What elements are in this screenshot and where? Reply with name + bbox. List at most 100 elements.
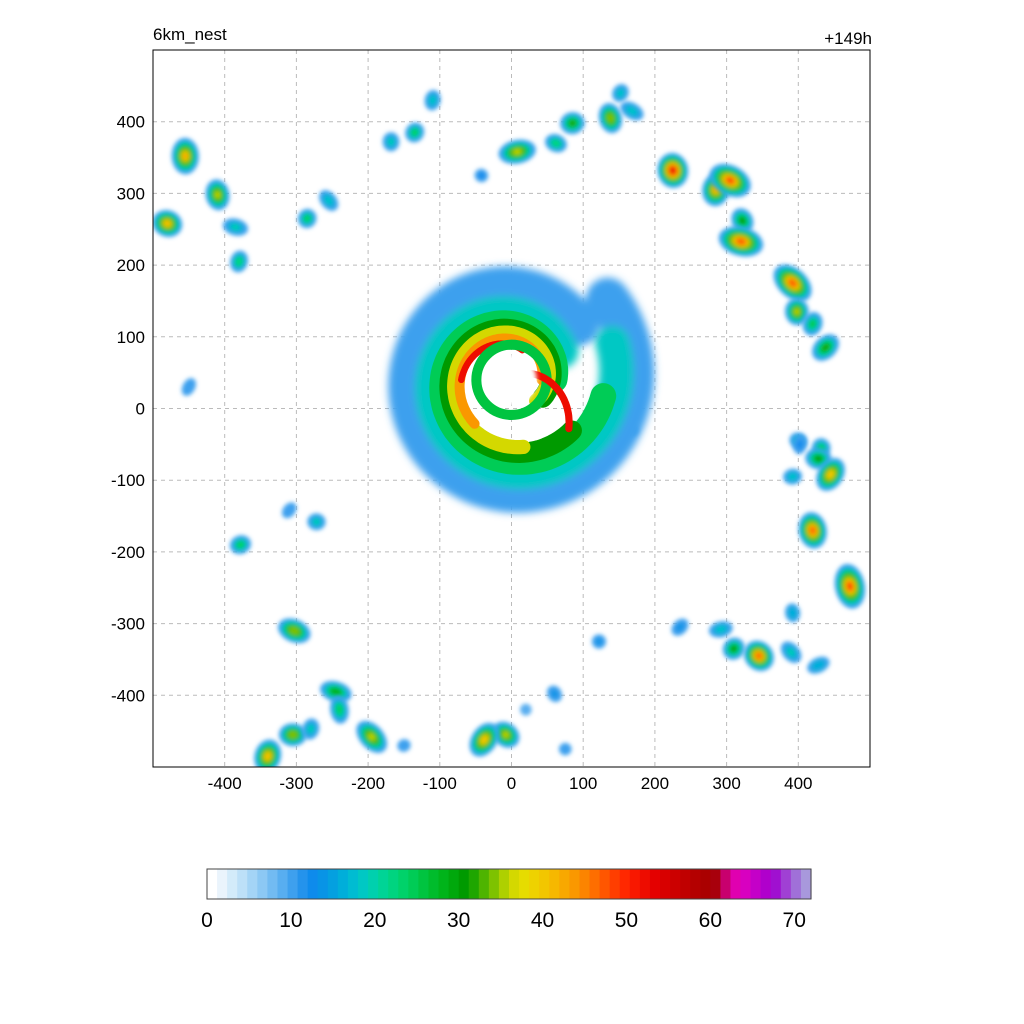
colorbar-ticks: 0 10 20 30 40 50 60 70: [201, 909, 806, 932]
echo-cell-29: [816, 457, 845, 491]
echo-cell-45: [278, 723, 307, 747]
echo-cell-43: [469, 722, 500, 757]
echo-cell-15: [612, 84, 629, 102]
echo-cell-40: [591, 634, 607, 649]
x-tick-label-1: -300: [279, 774, 313, 793]
colorbar-tick-label-3: 30: [447, 909, 470, 932]
echo-cell-44: [356, 720, 388, 753]
colorbar-tick-label-0: 0: [201, 909, 213, 932]
echo-cell-21: [718, 226, 764, 257]
colorbar-swatch-44: [649, 869, 661, 899]
x-tick-label-5: 100: [569, 774, 597, 793]
x-tick-label-7: 300: [712, 774, 740, 793]
echo-cell-52: [307, 513, 326, 531]
echo-cell-30: [783, 468, 803, 485]
y-tick-label-6: -200: [111, 543, 145, 562]
echo-cell-60: [520, 703, 532, 716]
y-tick-label-2: 200: [117, 256, 145, 275]
colorbar: 0 10 20 30 40 50 60 70: [201, 868, 812, 932]
colorbar-swatch-8: [287, 869, 299, 899]
chart-title-left: 6km_nest: [153, 25, 227, 44]
colorbar-swatch-26: [468, 869, 480, 899]
echo-cell-12: [545, 134, 567, 153]
echo-cell-5: [319, 190, 339, 211]
colorbar-swatch-21: [418, 869, 430, 899]
colorbar-swatch-9: [297, 869, 309, 899]
echo-cell-11: [498, 139, 536, 165]
colorbar-swatch-46: [670, 869, 681, 899]
echo-cell-35: [722, 637, 745, 660]
colorbar-swatch-51: [720, 869, 732, 899]
y-tick-label-0: 400: [117, 113, 145, 132]
colorbar-swatch-12: [327, 869, 339, 899]
colorbar-swatch-7: [277, 869, 289, 899]
colorbar-tick-label-4: 40: [531, 909, 554, 932]
colorbar-swatch-35: [559, 869, 570, 899]
echo-cell-24: [802, 312, 823, 336]
echo-cell-1: [153, 210, 183, 238]
echo-cell-8: [405, 122, 425, 143]
colorbar-swatch-25: [458, 869, 470, 899]
colorbar-swatches: [207, 869, 812, 899]
colorbar-swatch-2: [227, 869, 238, 899]
echo-cell-47: [320, 680, 352, 703]
colorbar-swatch-11: [317, 869, 329, 899]
colorbar-swatch-27: [478, 869, 490, 899]
y-axis-ticks: 400 300 200 100 0 -100 -200 -300 -400: [111, 113, 145, 706]
colorbar-swatch-52: [730, 869, 742, 899]
colorbar-swatch-36: [569, 869, 581, 899]
echo-cell-10: [474, 168, 489, 183]
echo-cell-25: [812, 334, 840, 361]
colorbar-swatch-43: [639, 869, 651, 899]
colorbar-swatch-14: [347, 869, 359, 899]
echo-cell-32: [834, 564, 866, 609]
colorbar-swatch-16: [368, 869, 379, 899]
colorbar-swatch-18: [388, 869, 399, 899]
colorbar-swatch-13: [337, 869, 349, 899]
chart-title-right: +149h: [824, 29, 872, 48]
x-tick-label-3: -100: [423, 774, 457, 793]
x-tick-label-6: 200: [641, 774, 669, 793]
intense-band: [527, 370, 573, 433]
echo-cell-51: [229, 535, 252, 555]
echo-cell-19: [709, 163, 751, 198]
echo-cell-41: [546, 685, 563, 703]
colorbar-swatch-29: [498, 869, 510, 899]
echo-cell-33: [784, 603, 801, 623]
echo-cell-50: [277, 618, 311, 644]
colorbar-swatch-28: [488, 869, 500, 899]
colorbar-swatch-48: [690, 869, 701, 899]
echo-cell-31: [798, 512, 827, 549]
y-tick-label-4: 0: [136, 400, 145, 419]
colorbar-swatch-53: [740, 869, 752, 899]
echo-cell-37: [807, 656, 830, 674]
colorbar-swatch-42: [629, 869, 641, 899]
colorbar-swatch-0: [207, 869, 218, 899]
colorbar-swatch-15: [358, 869, 369, 899]
echo-cell-59: [397, 739, 411, 752]
echo-cell-0: [171, 137, 199, 175]
colorbar-swatch-4: [247, 869, 258, 899]
colorbar-swatch-6: [267, 869, 279, 899]
echo-cell-38: [708, 621, 733, 638]
colorbar-swatch-38: [589, 869, 601, 899]
colorbar-swatch-32: [529, 869, 540, 899]
x-tick-label-0: -400: [208, 774, 242, 793]
colorbar-swatch-57: [780, 869, 792, 899]
colorbar-swatch-47: [680, 869, 691, 899]
plot-area: -400 -300 -200 -100 0 100 200 300 400 400 300 200 1…: [111, 49, 871, 793]
colorbar-swatch-5: [257, 869, 268, 899]
echo-cell-14: [598, 103, 623, 134]
echo-cell-3: [222, 218, 249, 236]
x-tick-label-4: 0: [507, 774, 516, 793]
y-tick-label-5: -100: [111, 471, 145, 490]
colorbar-swatch-45: [660, 869, 671, 899]
colorbar-swatch-31: [519, 869, 530, 899]
x-tick-label-2: -200: [351, 774, 385, 793]
reflectivity-field: [153, 84, 866, 767]
colorbar-swatch-30: [509, 869, 520, 899]
echo-cell-57: [559, 742, 572, 756]
colorbar-swatch-19: [398, 869, 409, 899]
echo-cell-4: [230, 250, 249, 273]
